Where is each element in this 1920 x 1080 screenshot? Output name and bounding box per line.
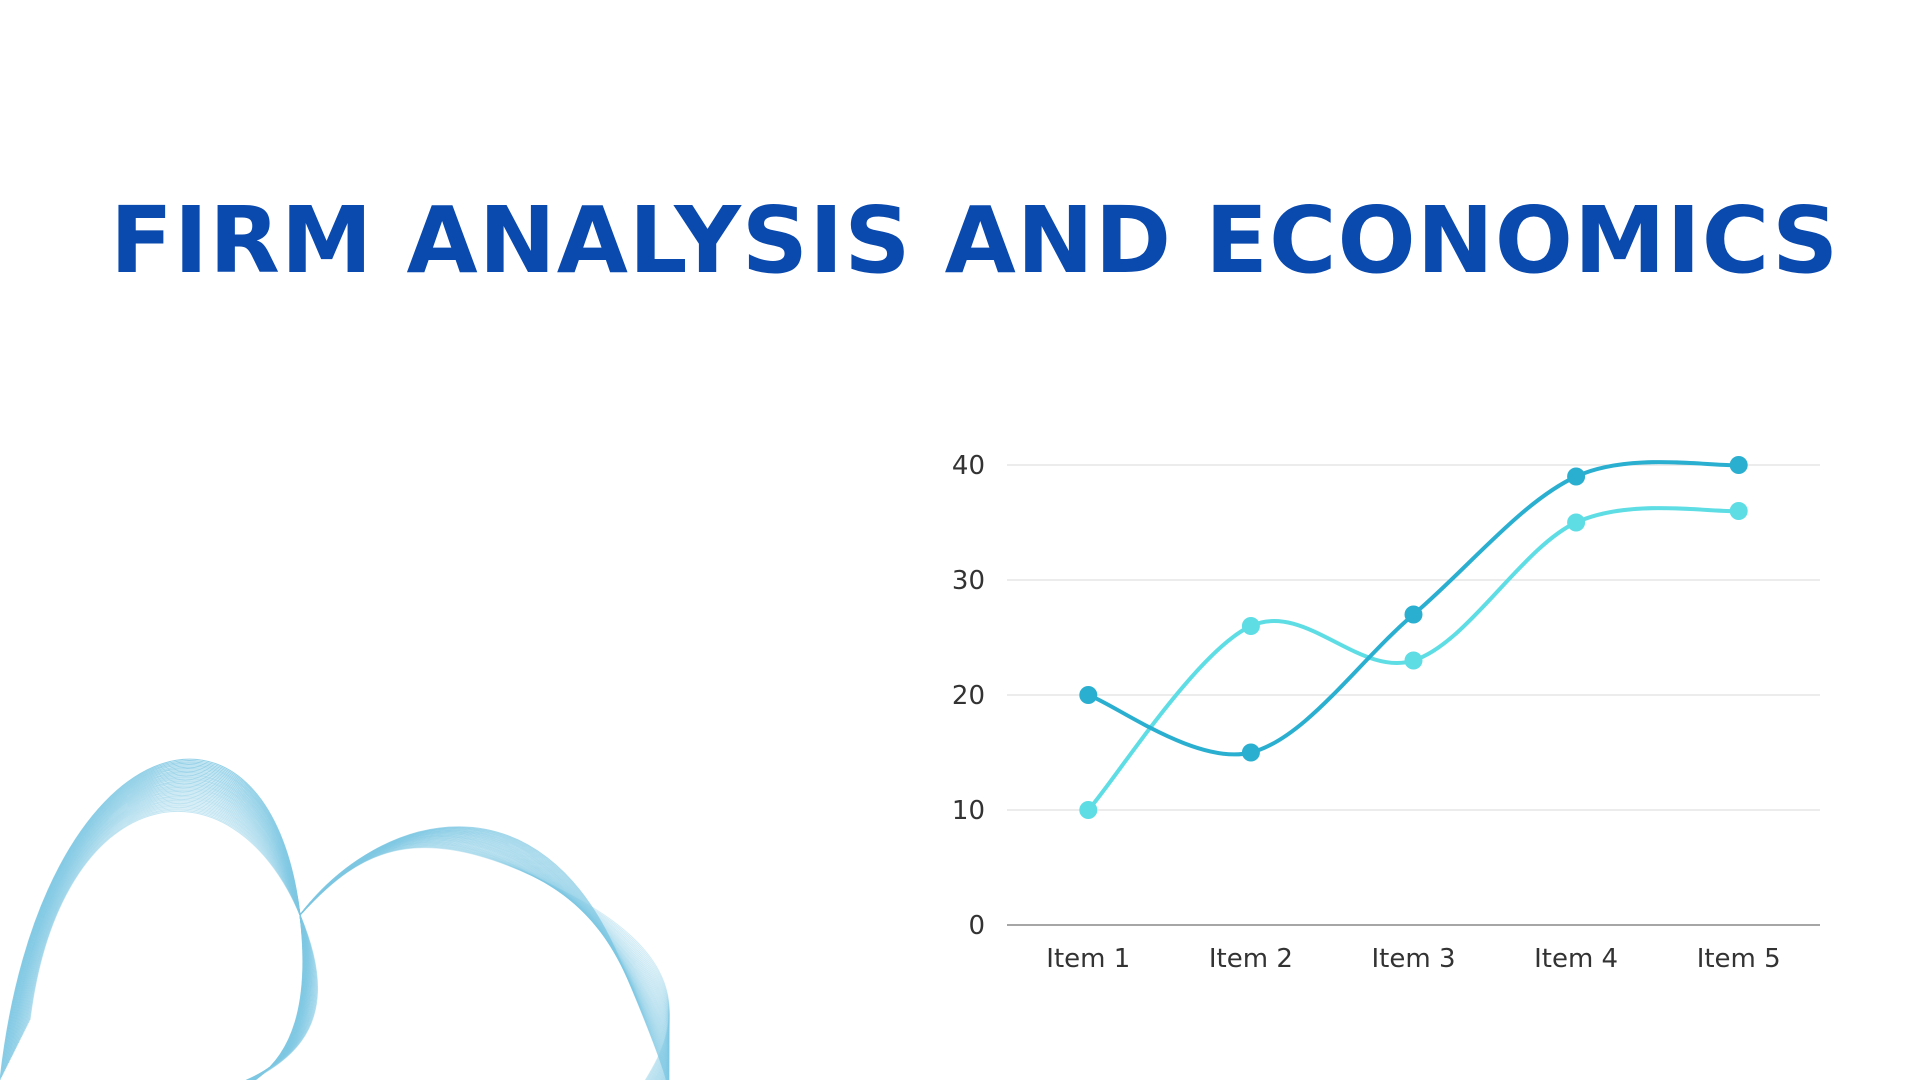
series-1-point xyxy=(1567,467,1586,486)
line-chart: 0 10 20 30 40 Item 1 Item 2 Item 3 Item 4 Item 5 xyxy=(920,420,1840,1020)
wave-line xyxy=(299,844,670,1080)
line-chart-svg: 0 10 20 30 40 Item 1 Item 2 Item 3 Item 4 Item 5 xyxy=(952,451,1820,974)
wave-line xyxy=(299,840,670,1080)
wave-line xyxy=(299,829,670,1080)
wave-line xyxy=(25,804,316,1080)
wave-line xyxy=(299,836,670,1080)
wave-line xyxy=(299,833,670,1080)
wave-line xyxy=(299,843,670,1080)
wave-line xyxy=(299,837,670,1080)
wave-line xyxy=(299,845,670,1080)
series-2-point xyxy=(1241,617,1260,635)
wave-line xyxy=(299,830,670,1080)
y-tick-label: 10 xyxy=(952,796,985,826)
x-tick-label: Item 2 xyxy=(1209,944,1293,974)
wave-line xyxy=(299,834,670,1080)
x-axis-ticks: Item 1 Item 2 Item 3 Item 4 Item 5 xyxy=(1046,944,1780,974)
wave-line xyxy=(299,842,670,1080)
series-2-point xyxy=(1404,651,1423,670)
wave-line xyxy=(299,826,667,1080)
page-title: FIRM ANALYSIS AND ECONOMICS xyxy=(110,187,1840,294)
wave-line xyxy=(27,807,317,1080)
wave-line xyxy=(299,846,670,1080)
wave-line xyxy=(299,842,670,1080)
wave-line xyxy=(299,837,670,1080)
wave-line xyxy=(299,836,670,1080)
wave-line xyxy=(299,838,670,1080)
wave-line xyxy=(299,839,670,1080)
y-tick-label: 40 xyxy=(952,451,985,481)
grid-lines xyxy=(1007,464,1820,926)
wave-line xyxy=(299,844,670,1080)
wave-line xyxy=(299,831,670,1080)
series-1-point xyxy=(1241,743,1260,762)
wave-line xyxy=(299,841,670,1080)
x-tick-label: Item 5 xyxy=(1697,944,1781,974)
wave-line xyxy=(299,843,670,1080)
wave-line xyxy=(299,833,670,1080)
wave-line xyxy=(299,835,670,1080)
y-axis-ticks: 0 10 20 30 40 xyxy=(952,451,985,941)
wave-line xyxy=(299,839,670,1080)
wave-lines-graphic xyxy=(0,758,670,1080)
series-1-point xyxy=(1404,605,1423,624)
wave-line xyxy=(12,781,308,1080)
y-tick-label: 20 xyxy=(952,681,985,711)
wave-line xyxy=(299,830,670,1080)
series-markers xyxy=(1079,456,1748,819)
x-tick-label: Item 3 xyxy=(1372,944,1456,974)
wave-decoration xyxy=(0,700,680,1080)
wave-line xyxy=(27,808,317,1080)
y-tick-label: 0 xyxy=(968,911,985,941)
series-2-point xyxy=(1079,801,1098,819)
wave-line xyxy=(29,811,318,1080)
series-2-point xyxy=(1567,513,1586,532)
x-tick-label: Item 1 xyxy=(1046,944,1130,974)
wave-line xyxy=(299,845,670,1080)
series-1-point xyxy=(1079,686,1098,704)
series-1-point xyxy=(1729,456,1748,474)
wave-line xyxy=(299,832,670,1080)
series-lines xyxy=(1086,460,1741,812)
series-2-point xyxy=(1729,502,1748,520)
wave-line xyxy=(299,840,670,1080)
y-tick-label: 30 xyxy=(952,566,985,596)
wave-line xyxy=(28,809,318,1080)
wave-line xyxy=(299,834,670,1080)
wave-line xyxy=(299,847,670,1080)
x-tick-label: Item 4 xyxy=(1534,944,1618,974)
wave-line xyxy=(299,838,670,1080)
wave-line xyxy=(299,841,670,1080)
wave-line xyxy=(299,846,670,1080)
wave-line xyxy=(26,805,316,1080)
wave-line xyxy=(299,832,670,1080)
